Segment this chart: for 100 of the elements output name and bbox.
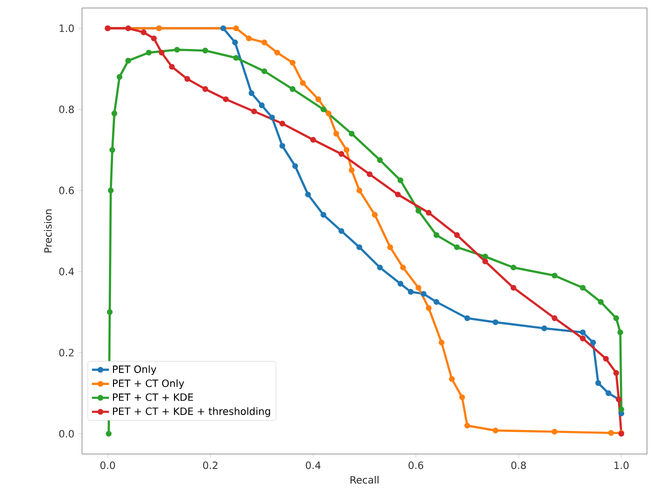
point (140, 29, 147, 36)
point (372, 212, 378, 218)
point (454, 244, 460, 250)
point (420, 290, 426, 297)
point (482, 254, 488, 260)
point (320, 212, 326, 218)
point (598, 299, 604, 305)
point (348, 130, 355, 137)
point (106, 309, 113, 315)
point (344, 147, 350, 153)
point (608, 430, 614, 436)
y-tick-label: 0.8 (59, 106, 74, 114)
point (356, 244, 362, 250)
x-tick-label: 0.2 (203, 462, 218, 470)
point (106, 430, 112, 437)
point (125, 58, 132, 64)
point (290, 60, 296, 66)
point (377, 157, 383, 163)
point (310, 136, 316, 143)
point (292, 163, 298, 170)
point (326, 110, 332, 116)
point (459, 394, 465, 400)
point (580, 329, 586, 336)
point (111, 110, 118, 116)
legend-label: PET + CT Only (113, 379, 184, 389)
point (454, 232, 460, 238)
point (202, 86, 208, 92)
y-tick-label: 0.4 (59, 268, 74, 276)
x-tick-label: 0.4 (306, 462, 321, 470)
point (315, 96, 322, 102)
point (618, 406, 624, 412)
point (510, 264, 516, 270)
point (416, 208, 422, 214)
point (434, 232, 440, 238)
point (338, 228, 344, 234)
point (232, 40, 238, 46)
point (168, 64, 175, 70)
point (448, 376, 455, 382)
point (510, 284, 516, 291)
point (184, 76, 190, 82)
x-tick-label: 0.8 (511, 462, 526, 470)
x-axis-title: Recall (350, 476, 378, 484)
y-tick-label: 1.0 (60, 24, 74, 32)
legend-label: PET + CT + KDE (113, 393, 193, 401)
legend-label: PET Only (113, 365, 156, 375)
point (233, 54, 239, 61)
point (300, 80, 306, 86)
point (279, 120, 286, 126)
point (492, 428, 498, 434)
point (482, 258, 488, 264)
point (125, 25, 132, 32)
point (426, 305, 432, 311)
point (279, 142, 286, 149)
y-tick-label: 0.0 (59, 430, 74, 438)
point (251, 108, 257, 114)
point (492, 319, 498, 326)
point (261, 68, 268, 74)
point (338, 151, 344, 157)
point (348, 167, 355, 174)
x-tick-label: 0.6 (408, 462, 424, 470)
point (222, 96, 229, 102)
point (541, 325, 548, 332)
point (398, 177, 404, 184)
point (408, 288, 414, 295)
point (398, 280, 404, 287)
point (552, 272, 558, 278)
point (320, 106, 326, 112)
point (416, 284, 422, 291)
point (246, 36, 252, 42)
point (220, 25, 226, 32)
point (248, 90, 254, 96)
point (438, 340, 444, 346)
point (552, 428, 558, 435)
point (552, 315, 558, 322)
y-tick-label: 0.2 (59, 348, 74, 356)
point (151, 36, 157, 42)
point (617, 329, 624, 336)
x-tick-label: 0.0 (100, 462, 115, 470)
point (590, 340, 596, 346)
point (366, 171, 373, 178)
point (146, 50, 152, 56)
point (434, 299, 440, 305)
point (618, 410, 624, 416)
point (305, 192, 311, 198)
point (394, 192, 401, 198)
point (387, 244, 394, 250)
point (333, 130, 340, 137)
point (580, 336, 586, 342)
point (274, 50, 280, 56)
point (400, 264, 406, 270)
point (426, 210, 432, 216)
point (258, 102, 265, 108)
point (606, 390, 612, 396)
x-tick-label: 1.0 (614, 462, 629, 470)
point (377, 264, 383, 270)
legend-label: PET + CT + KDE + thresholding (113, 407, 270, 417)
point (158, 50, 165, 56)
point (233, 25, 239, 32)
point (613, 370, 620, 376)
point (109, 147, 116, 153)
